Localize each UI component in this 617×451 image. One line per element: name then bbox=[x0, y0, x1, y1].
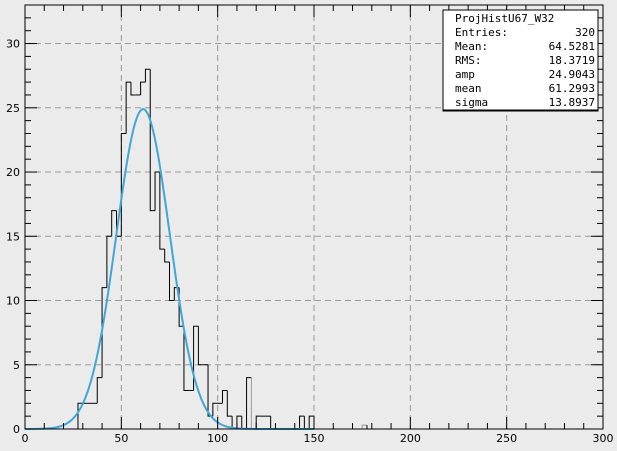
stats-label: Entries: bbox=[455, 26, 508, 39]
y-tick-label: 15 bbox=[6, 230, 20, 243]
y-tick-label: 5 bbox=[13, 359, 20, 372]
stats-label: sigma bbox=[455, 96, 488, 109]
histogram-bin bbox=[106, 235, 112, 288]
stats-value: 24.9043 bbox=[549, 68, 595, 81]
y-tick-label: 10 bbox=[6, 295, 20, 308]
histogram-bin bbox=[149, 69, 156, 212]
histogram-bin bbox=[111, 210, 117, 237]
x-tick-label: 0 bbox=[22, 432, 29, 445]
x-tick-label: 300 bbox=[593, 432, 614, 445]
stats-value: 64.5281 bbox=[549, 40, 595, 53]
stats-title: ProjHistU67_W32 bbox=[455, 12, 554, 25]
x-tick-label: 100 bbox=[207, 432, 228, 445]
histogram-bin bbox=[308, 415, 314, 429]
histogram-bin bbox=[197, 326, 204, 366]
histogram-bin bbox=[169, 261, 175, 302]
x-tick-label: 250 bbox=[496, 432, 517, 445]
histogram-bin bbox=[361, 424, 367, 429]
y-axis-tick-labels: 0 5 10 15 20 25 30 bbox=[6, 38, 20, 436]
stats-label: RMS: bbox=[455, 54, 482, 67]
stats-label: amp bbox=[455, 68, 475, 81]
stats-value: 61.2993 bbox=[549, 82, 595, 95]
histogram-bin bbox=[246, 377, 252, 429]
histogram-bin bbox=[299, 415, 305, 429]
histogram-bin bbox=[77, 402, 83, 429]
stats-box: ProjHistU67_W32 Entries: 320 Mean: 64.5281 R… bbox=[442, 9, 599, 112]
x-tick-label: 50 bbox=[114, 432, 128, 445]
histogram-bin bbox=[154, 171, 160, 211]
histogram-bin bbox=[193, 325, 199, 391]
stats-value: 18.3719 bbox=[549, 54, 595, 67]
histogram-bin bbox=[130, 82, 136, 96]
histogram-bin bbox=[183, 326, 189, 391]
x-tick-label: 200 bbox=[400, 432, 421, 445]
x-axis-tick-labels: 0 50 100 150 200 250 300 bbox=[22, 432, 614, 445]
x-tick-label: 150 bbox=[304, 432, 325, 445]
histogram-bin bbox=[101, 287, 107, 378]
y-tick-label: 20 bbox=[6, 166, 20, 179]
histogram-bin bbox=[164, 249, 170, 263]
stats-label: Mean: bbox=[455, 40, 488, 53]
histogram-bin bbox=[221, 389, 228, 404]
y-tick-label: 30 bbox=[6, 38, 20, 51]
stats-label: mean bbox=[455, 82, 482, 95]
histogram-bin bbox=[96, 377, 103, 404]
stats-value: 13.8937 bbox=[549, 96, 595, 109]
histogram-bin bbox=[159, 172, 165, 250]
histogram-bin bbox=[212, 402, 218, 417]
y-tick-label: 25 bbox=[6, 102, 20, 115]
y-tick-label: 0 bbox=[13, 423, 20, 436]
histogram-bin bbox=[144, 68, 151, 83]
histogram-bin bbox=[226, 390, 233, 417]
histogram-bin bbox=[140, 81, 146, 95]
stats-value: 320 bbox=[575, 26, 595, 39]
histogram-bin bbox=[125, 81, 131, 134]
